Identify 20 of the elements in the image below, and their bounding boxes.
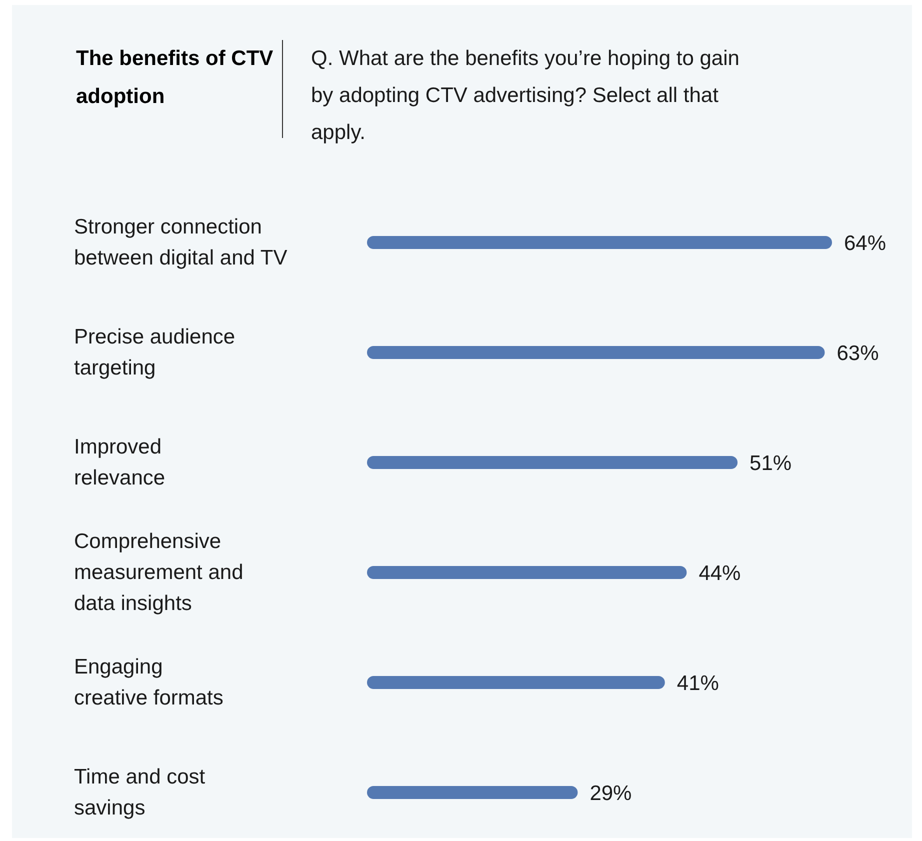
bar [367, 346, 825, 359]
bar [367, 236, 832, 249]
bar [367, 456, 738, 469]
data-label: 41% [676, 672, 719, 695]
chart-subtitle: Q. What are the benefits you’re hoping to gain by adopting CTV advertising? Select all that apply. [310, 46, 740, 144]
data-label: 63% [836, 342, 879, 365]
y-tick-label: Time and cost savings [74, 766, 206, 820]
data-label: 29% [590, 782, 632, 805]
bar [367, 566, 687, 579]
data-label: 64% [844, 232, 886, 255]
bar [367, 786, 578, 799]
y-tick-label: Improved relevance [74, 436, 166, 490]
data-label: 44% [698, 562, 741, 585]
y-tick-label: Comprehensive measurement and data insights [74, 530, 244, 615]
y-tick-label: Engaging creative formats [74, 656, 224, 710]
y-tick-label: Precise audience targeting [74, 326, 236, 380]
data-label: 51% [750, 452, 792, 475]
y-tick-label: Stronger connection between digital and TV [74, 216, 288, 270]
text: The benefits of CTV adoption [76, 46, 274, 110]
bar [367, 676, 665, 689]
